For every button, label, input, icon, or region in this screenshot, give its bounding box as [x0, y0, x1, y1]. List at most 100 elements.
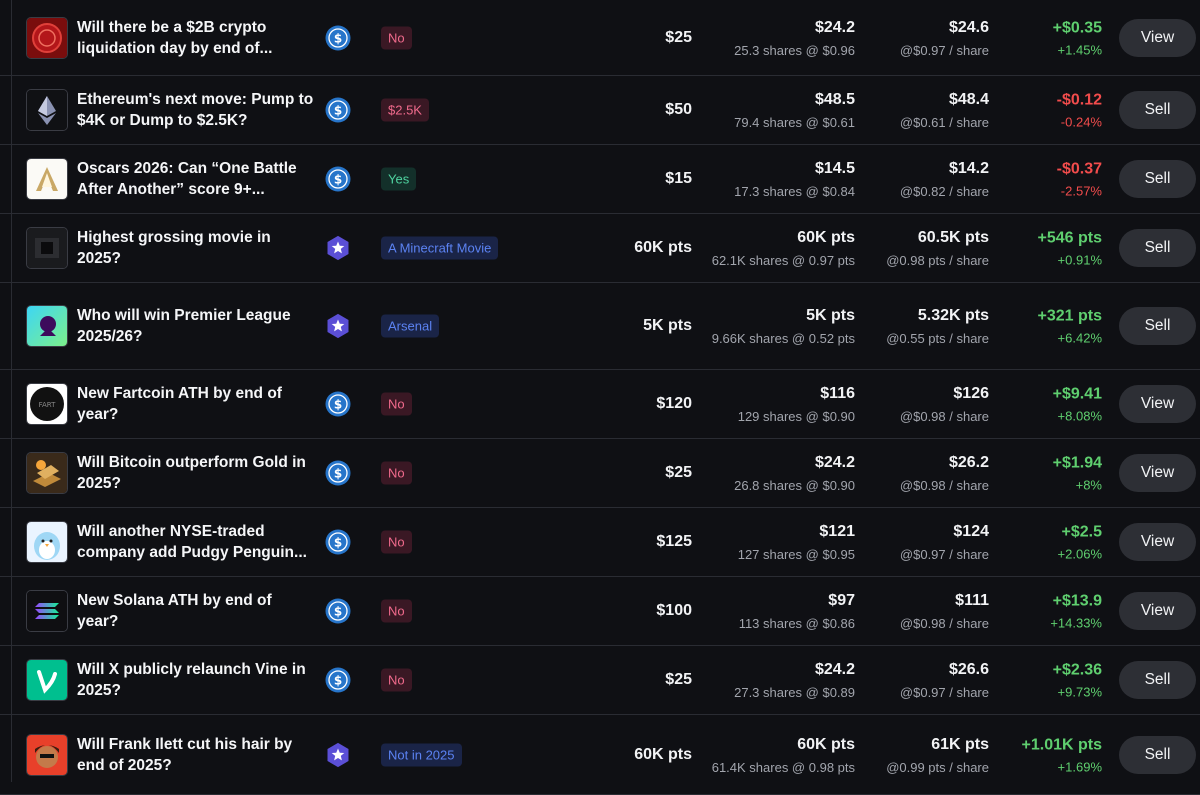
current-value-cell: $97 113 shares @ $0.86	[695, 590, 855, 632]
sell-button[interactable]: Sell	[1119, 307, 1196, 345]
sell-button[interactable]: Sell	[1119, 160, 1196, 198]
usdc-icon: $	[325, 667, 351, 693]
position-value: $124	[953, 523, 989, 540]
pnl-cell: +$2.5 +2.06%	[992, 522, 1102, 563]
points-icon	[325, 235, 351, 261]
outcome-badge: No	[381, 530, 412, 554]
movie-icon	[26, 227, 68, 269]
market-title[interactable]: Will Frank Ilett cut his hair by end of …	[77, 735, 293, 774]
price-per-share: @$0.97 / share	[899, 547, 989, 562]
view-button[interactable]: View	[1119, 454, 1196, 492]
pnl-cell: -$0.12 -0.24%	[992, 90, 1102, 131]
market-title[interactable]: New Solana ATH by end of year?	[77, 592, 272, 630]
position-value: 60.5K pts	[917, 229, 989, 246]
ethereum-icon	[26, 89, 68, 131]
price-cell: 60.5K pts @0.98 pts / share	[859, 227, 989, 269]
frank-ilett-icon	[26, 733, 68, 776]
market-title[interactable]: Will Bitcoin outperform Gold in 2025?	[77, 454, 306, 492]
outcome-badge: Yes	[381, 167, 417, 191]
invested-amount: $15	[665, 170, 692, 187]
fartcoin-icon: FART	[26, 383, 68, 425]
pnl-cell: +546 pts +0.91%	[992, 228, 1102, 269]
svg-text:$: $	[334, 674, 342, 688]
invested-amount: $25	[665, 28, 692, 46]
position-value: $111	[955, 592, 989, 609]
table-row[interactable]: FART New Fartcoin ATH by end of year? $ No $…	[0, 370, 1200, 439]
position-value: $26.6	[948, 661, 989, 678]
pnl-percent: -0.24%	[1060, 114, 1102, 130]
market-title[interactable]: Who will win Premier League 2025/26?	[77, 307, 291, 345]
table-row[interactable]: Highest grossing movie in 2025? A Minecra…	[0, 214, 1200, 283]
table-row[interactable]: Will there be a $2B crypto liquidation d…	[0, 0, 1200, 76]
outcome-badge: No	[381, 461, 412, 485]
pnl-amount: +$9.41	[1052, 385, 1102, 403]
table-row[interactable]: Will X publicly relaunch Vine in 2025? $ N…	[0, 646, 1200, 715]
table-row[interactable]: Will Frank Ilett cut his hair by end of …	[0, 715, 1200, 795]
table-row[interactable]: New Solana ATH by end of year? $ No $100 $97…	[0, 577, 1200, 646]
invested-amount: $25	[665, 464, 692, 481]
view-button[interactable]: View	[1119, 523, 1196, 561]
pnl-amount: +$1.94	[1052, 454, 1102, 472]
pnl-cell: -$0.37 -2.57%	[992, 159, 1102, 200]
price-per-share: @$0.97 / share	[899, 42, 989, 58]
view-button[interactable]: View	[1119, 592, 1196, 630]
market-title[interactable]: New Fartcoin ATH by end of year?	[77, 385, 282, 423]
outcome-badge: Arsenal	[381, 314, 440, 338]
usdc-icon: $	[325, 460, 351, 486]
current-value-cell: $24.2 25.3 shares @ $0.96	[695, 17, 855, 59]
usdc-icon: $	[325, 598, 351, 624]
pnl-percent: +9.73%	[1057, 684, 1102, 700]
current-value-cell: 60K pts 61.4K shares @ 0.98 pts	[695, 734, 855, 776]
price-per-share: @$0.82 / share	[899, 184, 989, 199]
shares-info: 9.66K shares @ 0.52 pts	[711, 331, 855, 346]
usdc-icon: $	[325, 25, 351, 51]
sell-button[interactable]: Sell	[1119, 91, 1196, 129]
svg-text:$: $	[334, 173, 342, 187]
market-title[interactable]: Ethereum's next move: Pump to $4K or Dum…	[77, 91, 314, 129]
pnl-cell: +$9.41 +8.08%	[992, 384, 1102, 425]
position-value: $48.4	[948, 91, 989, 108]
price-cell: $26.6 @$0.97 / share	[859, 659, 989, 701]
current-value: $97	[828, 592, 855, 609]
current-value: 60K pts	[797, 229, 855, 246]
usdc-icon: $	[325, 97, 351, 123]
market-title[interactable]: Oscars 2026: Can “One Battle After Anoth…	[77, 160, 297, 198]
table-row[interactable]: Who will win Premier League 2025/26? Arse…	[0, 283, 1200, 370]
table-row[interactable]: Will Bitcoin outperform Gold in 2025? $ No…	[0, 439, 1200, 508]
price-per-share: @$0.98 / share	[899, 478, 989, 493]
table-row[interactable]: Will another NYSE-traded company add Pud…	[0, 508, 1200, 577]
price-cell: $124 @$0.97 / share	[859, 521, 989, 563]
pnl-cell: +1.01K pts +1.69%	[992, 734, 1102, 775]
market-title[interactable]: Will there be a $2B crypto liquidation d…	[77, 18, 273, 57]
usdc-icon: $	[325, 529, 351, 555]
table-row[interactable]: Ethereum's next move: Pump to $4K or Dum…	[0, 76, 1200, 145]
market-title[interactable]: Will X publicly relaunch Vine in 2025?	[77, 661, 306, 699]
sell-button[interactable]: Sell	[1119, 229, 1196, 267]
view-button[interactable]: View	[1119, 18, 1196, 57]
price-per-share: @0.99 pts / share	[886, 759, 989, 775]
shares-info: 25.3 shares @ $0.96	[734, 42, 855, 58]
price-cell: $26.2 @$0.98 / share	[859, 452, 989, 494]
table-left-border	[11, 0, 12, 782]
market-title[interactable]: Will another NYSE-traded company add Pud…	[77, 523, 307, 561]
pnl-amount: +546 pts	[1037, 229, 1102, 247]
sell-button[interactable]: Sell	[1119, 735, 1196, 774]
pnl-amount: +1.01K pts	[1021, 736, 1102, 753]
view-button[interactable]: View	[1119, 385, 1196, 423]
market-title[interactable]: Highest grossing movie in 2025?	[77, 229, 271, 267]
pnl-amount: +$2.5	[1061, 523, 1102, 541]
current-value: $14.5	[814, 160, 855, 177]
current-value-cell: 5K pts 9.66K shares @ 0.52 pts	[695, 305, 855, 347]
price-cell: $111 @$0.98 / share	[859, 590, 989, 632]
pnl-cell: +321 pts +6.42%	[992, 306, 1102, 347]
current-value-cell: $116 129 shares @ $0.90	[695, 383, 855, 425]
sell-button[interactable]: Sell	[1119, 661, 1196, 699]
position-value: 61K pts	[931, 735, 989, 753]
current-value-cell: $24.2 26.8 shares @ $0.90	[695, 452, 855, 494]
outcome-badge: Not in 2025	[381, 743, 462, 766]
table-row[interactable]: Oscars 2026: Can “One Battle After Anoth…	[0, 145, 1200, 214]
current-value: 5K pts	[806, 307, 855, 324]
position-value: $126	[953, 385, 989, 402]
position-value: 5.32K pts	[917, 307, 989, 324]
price-per-share: @0.55 pts / share	[886, 331, 989, 346]
